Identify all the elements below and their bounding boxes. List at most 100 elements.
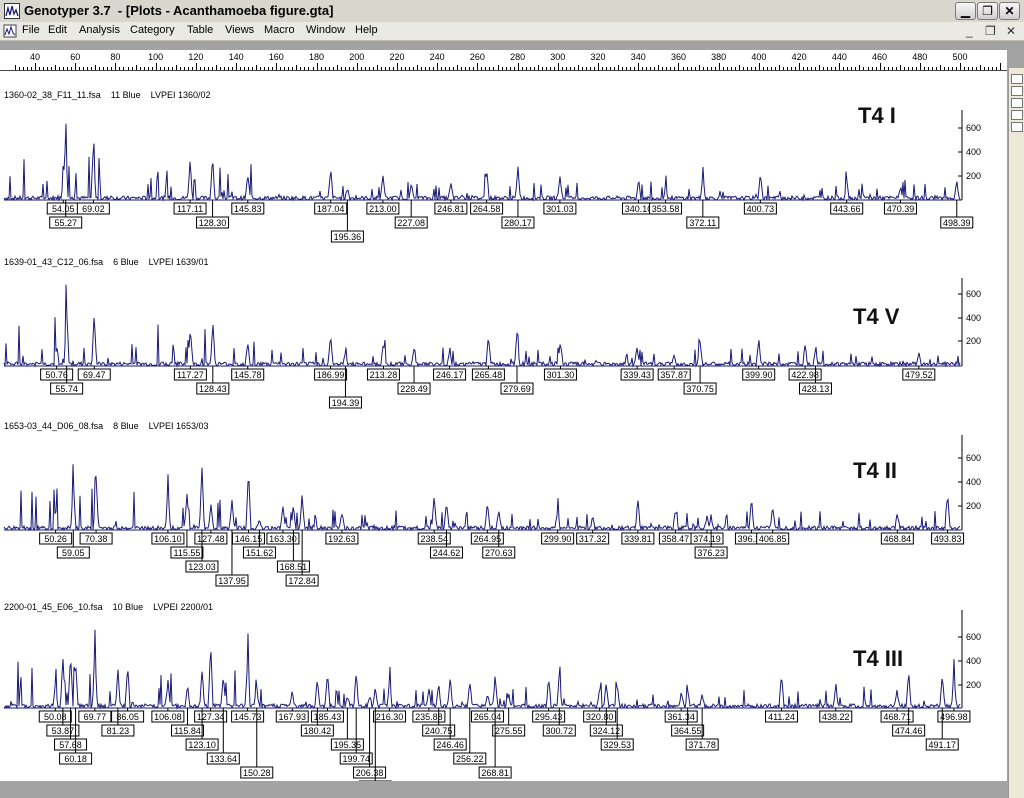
peak-label: 299.90 (544, 534, 572, 544)
menu-analysis[interactable]: Analysis (79, 24, 120, 36)
peak-label-box (38, 710, 72, 723)
workspace-bottom (0, 781, 1008, 798)
peak-label-box (54, 738, 88, 751)
minimize-button[interactable]: ▁ (955, 2, 976, 20)
ruler-tick (662, 67, 664, 70)
peak-label: 86.05 (116, 712, 139, 722)
view-peaks-icon[interactable] (1011, 98, 1023, 108)
ruler-tick (203, 67, 205, 70)
ruler-tick (425, 67, 427, 70)
view-overlay-icon[interactable] (1011, 110, 1023, 120)
panel-1-y-label: 400 (966, 147, 981, 157)
ruler-tick (738, 65, 740, 70)
ruler-tick (795, 67, 797, 70)
ruler-tick (525, 67, 527, 70)
menu-file[interactable]: File (22, 24, 40, 36)
menu-macro[interactable]: Macro (264, 24, 295, 36)
peak-label-box (314, 202, 348, 215)
mdi-close-icon[interactable]: ✕ (1006, 24, 1017, 38)
peak-label: 187.04 (317, 204, 345, 214)
ruler-tick (372, 67, 374, 70)
peak-label-box (925, 738, 959, 751)
panel-1-tag: T4 I (858, 103, 896, 128)
peak-label-box (429, 546, 463, 559)
genotyper-app-icon (4, 3, 20, 19)
ruler-tick (236, 63, 238, 70)
ruler-tick (348, 67, 350, 70)
ruler-tick (320, 67, 322, 70)
view-grid-icon[interactable] (1011, 122, 1023, 132)
peak-label-box (50, 382, 84, 395)
peak-label-box (173, 202, 207, 215)
ruler-tick (718, 63, 720, 70)
ruler-tick (746, 67, 748, 70)
peak-label-box (883, 202, 917, 215)
peak-label: 55.74 (55, 384, 78, 394)
menu-category[interactable]: Category (130, 24, 175, 36)
panel-3-y-label: 600 (966, 453, 981, 463)
ruler-tick (943, 67, 945, 70)
ruler-tick (915, 67, 917, 70)
window-title: Genotyper 3.7 - [Plots - Acanthamoeba fi… (24, 3, 334, 18)
ruler-tick (666, 67, 668, 70)
mdi-restore-icon[interactable]: ❐ (985, 24, 996, 38)
ruler-tick (626, 67, 628, 70)
peak-label-box (417, 532, 451, 545)
ruler-tick (376, 65, 378, 70)
ruler-tick (59, 67, 61, 70)
menu-edit[interactable]: Edit (48, 24, 67, 36)
ruler-tick (421, 67, 423, 70)
menu-help[interactable]: Help (355, 24, 378, 36)
mdi-minimize-icon[interactable]: _ (966, 24, 973, 38)
peak-label-box (470, 202, 504, 215)
peak-label: 81.23 (107, 726, 130, 736)
peak-label: 199.74 (342, 754, 370, 764)
peak-label: 324.12 (593, 726, 621, 736)
panel-2-sample: 1639-01_43_C12_06.fsa (4, 257, 104, 267)
ruler-tick (573, 67, 575, 70)
ruler-tick (284, 67, 286, 70)
peak-label: 280.17 (504, 218, 532, 228)
ruler-tick (453, 67, 455, 70)
ruler-tick (485, 67, 487, 70)
menu-window[interactable]: Window (306, 24, 346, 36)
peak-label: 265.48 (475, 370, 503, 380)
ruler-tick (650, 67, 652, 70)
peak-label: 376.23 (697, 548, 725, 558)
ruler-tick (960, 63, 961, 70)
ruler-tick (215, 65, 217, 70)
ruler-tick (891, 67, 893, 70)
peak-label: 70.38 (85, 534, 108, 544)
peak-label-box (77, 368, 111, 381)
ruler-label: 320 (590, 52, 606, 62)
peak-label: 128.43 (199, 384, 227, 394)
ruler-tick (465, 67, 467, 70)
close-button[interactable]: ✕ (999, 2, 1020, 20)
menu-views[interactable]: Views (225, 24, 255, 36)
peak-label-box (583, 710, 617, 723)
ruler-tick (292, 67, 294, 70)
ruler-tick (919, 63, 921, 70)
ruler-tick (762, 67, 764, 70)
peak-label-box (819, 710, 853, 723)
ruler-label: 480 (912, 52, 928, 62)
peak-label: 123.10 (188, 740, 216, 750)
view-list-icon[interactable] (1011, 86, 1023, 96)
ruler-tick (843, 67, 845, 70)
peak-label-box (543, 202, 577, 215)
menu-table[interactable]: Table (187, 24, 214, 36)
peak-label: 127.34 (197, 712, 225, 722)
restore-button[interactable]: ❐ (977, 2, 998, 20)
peak-label-box (59, 752, 93, 765)
ruler-tick (618, 65, 620, 70)
panel-4-y-label: 600 (966, 632, 981, 642)
ruler-tick (867, 67, 869, 70)
peak-label-box (206, 752, 240, 765)
document-icon[interactable] (3, 24, 17, 38)
ruler-tick (638, 63, 640, 70)
peak-label: 123.03 (188, 562, 216, 572)
view-lines-icon[interactable] (1011, 74, 1023, 84)
peak-label: 50.08 (44, 712, 67, 722)
ruler-tick (839, 63, 841, 70)
peak-label: 145.78 (234, 370, 262, 380)
